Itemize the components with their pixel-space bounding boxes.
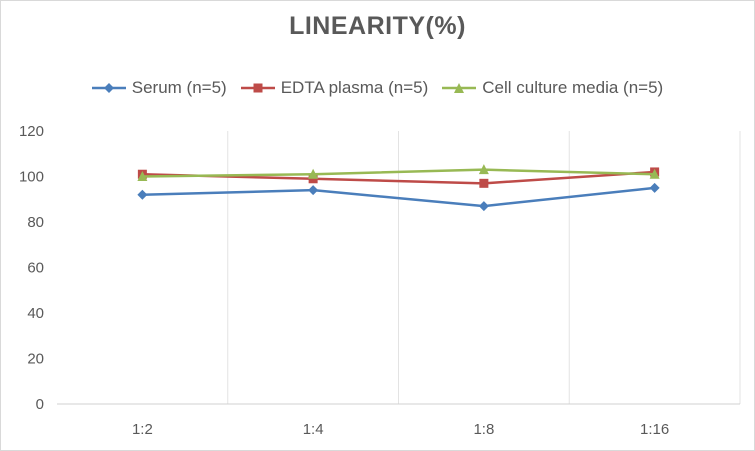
y-tick-label: 20 bbox=[27, 351, 44, 368]
y-tick-label: 40 bbox=[27, 305, 44, 322]
series-line bbox=[142, 186, 655, 208]
data-point bbox=[308, 185, 319, 196]
x-tick-label: 1:2 bbox=[132, 421, 153, 438]
data-point bbox=[137, 189, 148, 200]
data-point bbox=[478, 164, 489, 175]
y-tick-label: 60 bbox=[27, 260, 44, 277]
series-line bbox=[142, 168, 655, 178]
legend-label-edta-plasma: EDTA plasma (n=5) bbox=[280, 78, 429, 97]
legend-label-serum: Serum (n=5) bbox=[131, 78, 227, 97]
chart-legend: Serum (n=5) EDTA plasma (n=5) Cell cultu… bbox=[0, 78, 755, 98]
legend-item-edta-plasma: EDTA plasma (n=5) bbox=[240, 78, 429, 98]
y-tick-label: 120 bbox=[19, 123, 44, 140]
data-point bbox=[479, 178, 489, 188]
y-tick-label: 80 bbox=[27, 214, 44, 231]
y-tick-label: 100 bbox=[19, 169, 44, 186]
chart-title: LINEARITY(%) bbox=[289, 12, 466, 40]
x-tick-label: 1:8 bbox=[473, 421, 494, 438]
data-point bbox=[308, 174, 318, 184]
data-point bbox=[137, 171, 148, 181]
data-point bbox=[649, 182, 660, 193]
data-point bbox=[649, 168, 660, 179]
x-tick-label: 1:16 bbox=[640, 421, 669, 438]
x-tick-label: 1:4 bbox=[303, 421, 324, 438]
data-point bbox=[478, 201, 489, 212]
data-point bbox=[308, 168, 319, 179]
legend-marker-serum bbox=[91, 83, 126, 93]
legend-item-serum: Serum (n=5) bbox=[91, 78, 227, 98]
legend-marker-edta-plasma bbox=[240, 83, 275, 93]
legend-marker-cell-culture-media bbox=[442, 83, 477, 93]
legend-item-cell-culture-media: Cell culture media (n=5) bbox=[442, 78, 663, 98]
y-tick-label: 0 bbox=[36, 396, 44, 413]
legend-label-cell-culture-media: Cell culture media (n=5) bbox=[482, 78, 664, 97]
